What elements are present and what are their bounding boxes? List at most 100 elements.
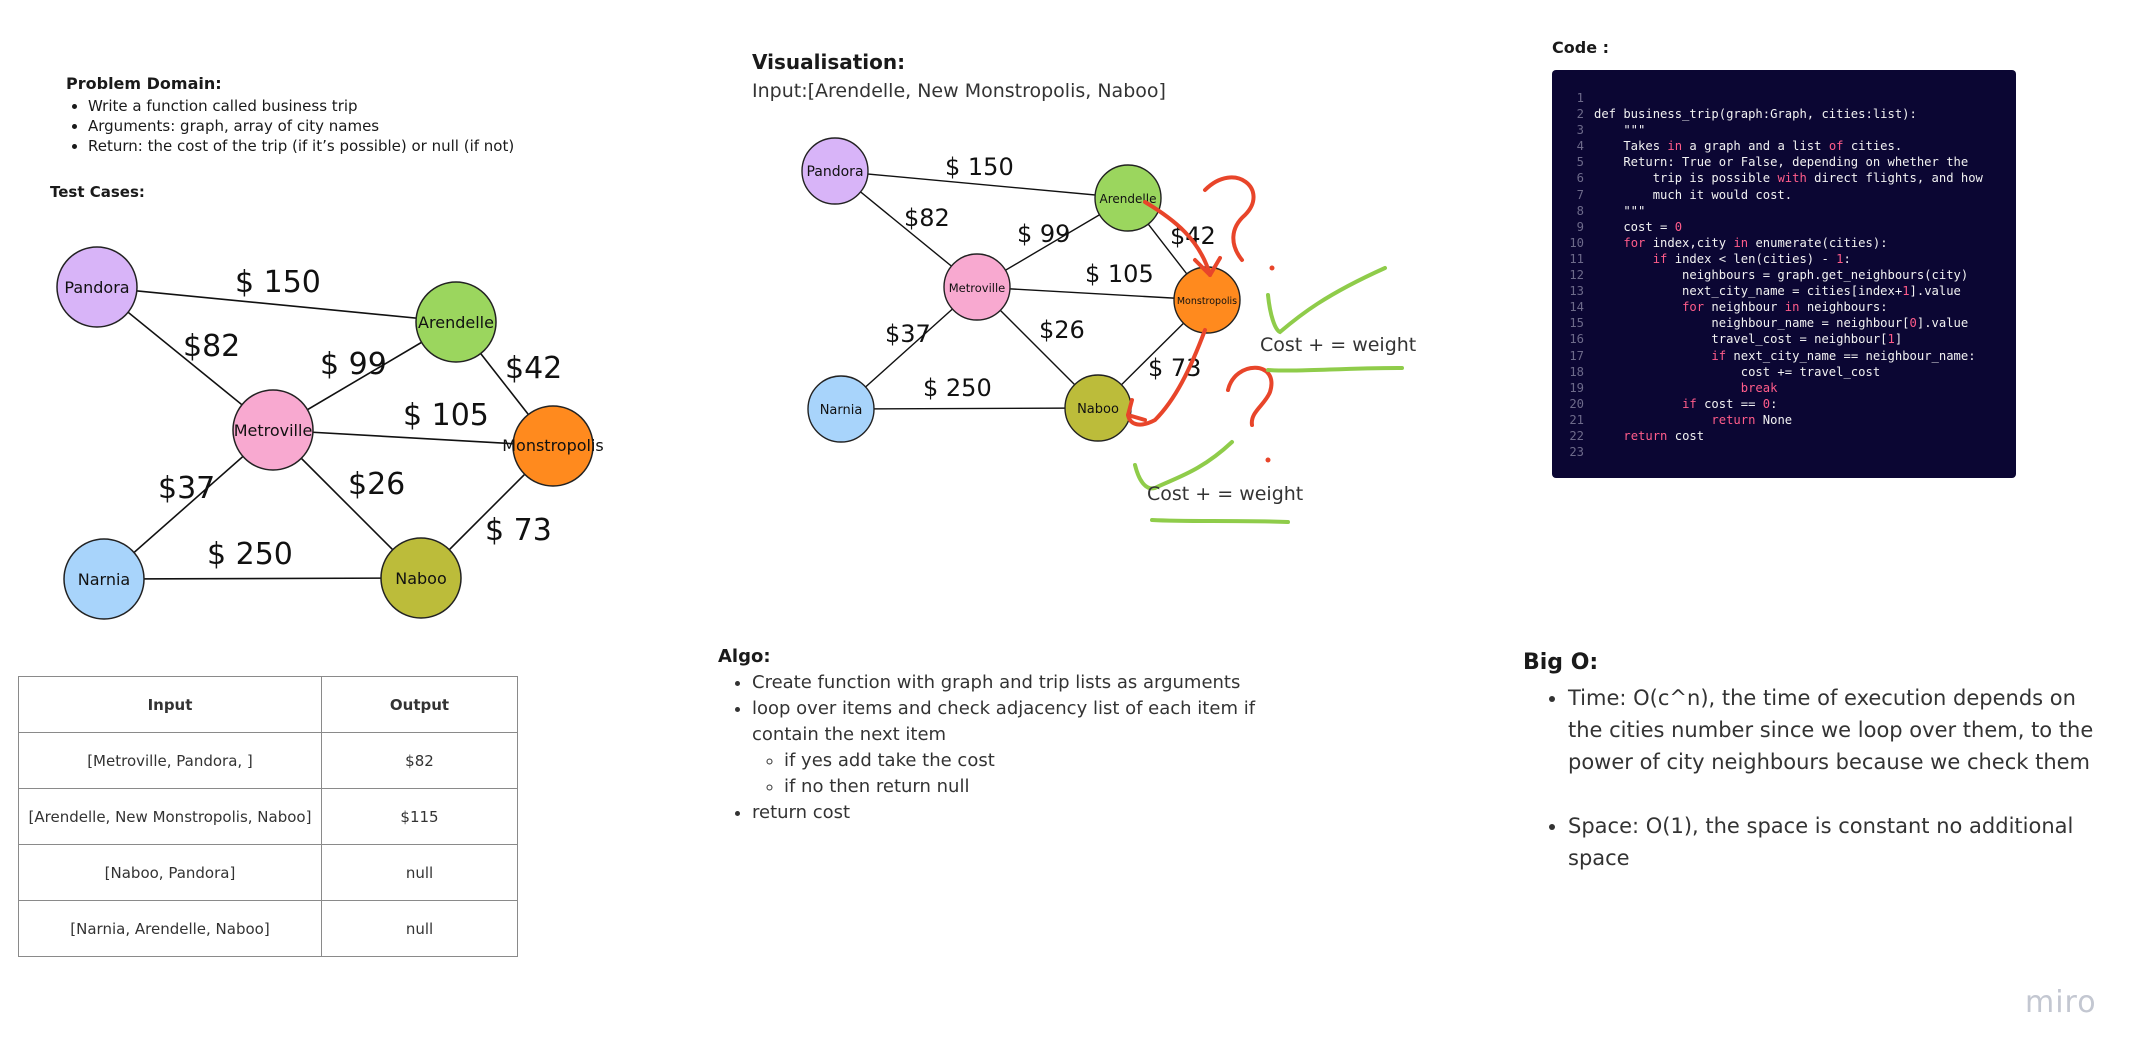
algo-item: Create function with graph and trip list… [752, 670, 1310, 696]
city-label: Monstropolis [1177, 296, 1237, 307]
edge-label: $ 105 [403, 398, 489, 433]
edge-label: $37 [885, 320, 931, 348]
visualisation-input: Input:[Arendelle, New Monstropolis, Nabo… [752, 80, 1166, 102]
edge-label: $26 [1039, 316, 1085, 344]
line-number: 12 [1569, 268, 1584, 283]
table-header-row: Input Output [18, 676, 518, 733]
city-label: Metroville [949, 281, 1005, 295]
test-cases-title: Test Cases: [50, 183, 145, 201]
line-number: 22 [1569, 428, 1584, 443]
code-line: cost += travel_cost [1594, 364, 1881, 379]
problem-domain-item: Write a function called business trip [88, 96, 626, 116]
city-label: Metroville [234, 421, 313, 440]
line-number: 5 [1576, 155, 1584, 170]
big-o-list: Time: O(c^n), the time of execution depe… [1546, 682, 2116, 874]
city-label: Pandora [806, 164, 863, 180]
red-path-arrow [1143, 200, 1212, 277]
table-cell: null [321, 844, 518, 901]
code-line: Return: True or False, depending on whet… [1594, 155, 1969, 170]
red-path-arrow [1126, 328, 1207, 427]
edge-label: $42 [505, 351, 562, 386]
line-number: 18 [1569, 364, 1584, 379]
table-cell: $115 [321, 788, 518, 845]
problem-domain-title: Problem Domain: [66, 74, 222, 93]
city-label: Narnia [78, 570, 130, 589]
line-number: 11 [1569, 251, 1584, 266]
algo-subitem: if yes add take the cost [784, 748, 1310, 774]
city-node-pandora [56, 246, 138, 328]
city-label: Pandora [64, 278, 129, 297]
code-line: def business_trip(graph:Graph, cities:li… [1594, 107, 1917, 122]
city-label: Naboo [395, 569, 447, 588]
code-line: return None [1711, 412, 1793, 427]
algo-item-text: loop over items and check adjacency list… [752, 698, 1256, 745]
line-number: 16 [1569, 332, 1584, 347]
line-number: 8 [1576, 203, 1584, 218]
code-text: 1 2 def business_trip(graph:Graph, cities… [1552, 70, 2016, 460]
city-label: Monstropolis [502, 436, 604, 455]
code-line: trip is possible with direct flights, an… [1594, 171, 1983, 186]
line-number: 6 [1576, 171, 1584, 186]
edge-label: $ 250 [923, 374, 992, 402]
test-case-graph: $ 150 $82 $ 99 $42 $ 105 $37 $26 $ 250 $… [56, 246, 604, 620]
edge-label: $ 73 [485, 513, 552, 548]
line-number: 23 [1569, 445, 1584, 460]
city-node-narnia [63, 538, 145, 620]
code-line: if next_city_name == neighbour_name: [1711, 348, 1976, 363]
code-line: """ [1594, 203, 1646, 218]
line-number: 2 [1576, 107, 1584, 122]
line-number: 4 [1576, 139, 1584, 154]
code-line: neighbour_name = neighbour[0].value [1594, 316, 1969, 331]
edge-label: $37 [158, 471, 215, 506]
red-path-arrowhead [1193, 256, 1222, 277]
red-path-arrowhead [1126, 398, 1147, 422]
big-o-title: Big O: [1523, 650, 1599, 675]
edge-label: $82 [904, 204, 950, 232]
city-label: Narnia [820, 403, 863, 418]
green-check [1266, 266, 1387, 335]
city-node-monstropolis [512, 405, 594, 487]
code-line: if cost == 0: [1682, 396, 1778, 411]
green-underline [1150, 518, 1290, 524]
line-number: 17 [1569, 348, 1584, 363]
code-line: """ [1594, 123, 1646, 138]
city-label: Arendelle [418, 313, 494, 332]
edge-label: $ 99 [1017, 220, 1070, 248]
code-title: Code : [1552, 38, 1610, 57]
code-line: return cost [1623, 428, 1705, 443]
table-cell: [Naboo, Pandora] [18, 844, 322, 901]
algo-item: loop over items and check adjacency list… [752, 696, 1310, 800]
edge-label: $ 99 [320, 347, 387, 382]
edge-label: $82 [183, 329, 240, 364]
city-label: Naboo [1077, 402, 1119, 417]
code-line: for neighbour in neighbours: [1682, 300, 1888, 315]
question-mark [1203, 175, 1256, 262]
problem-domain-item: Return: the cost of the trip (if it’s po… [88, 136, 626, 156]
visualisation-title: Visualisation: [752, 50, 906, 74]
code-block: 1 2 def business_trip(graph:Graph, cities… [1552, 70, 2016, 478]
annotation-text: Cost + = weight [1260, 334, 1416, 356]
code-line: next_city_name = cities[index+1].value [1594, 284, 1961, 299]
annotation-text: Cost + = weight [1147, 483, 1303, 505]
table-row: [Metroville, Pandora, ] $82 [18, 732, 518, 789]
line-number: 19 [1569, 380, 1584, 395]
table-header: Input [18, 676, 322, 733]
visualisation-graph: $ 150 $82 $ 99 $42 $ 105 $37 $26 $ 250 $… [801, 137, 1416, 524]
question-mark [1226, 365, 1274, 427]
table-row: [Arendelle, New Monstropolis, Naboo] $11… [18, 788, 518, 845]
edge-metroville-monstropolis [272, 429, 554, 447]
code-line: for index,city in enumerate(cities): [1623, 235, 1888, 250]
table-cell: [Metroville, Pandora, ] [18, 732, 322, 789]
algo-list: Create function with graph and trip list… [730, 670, 1310, 826]
code-line: travel_cost = neighbour[1] [1594, 332, 1903, 347]
line-number: 9 [1576, 219, 1584, 234]
algo-item: return cost [752, 800, 1310, 826]
city-node-naboo [380, 537, 462, 619]
big-o-item: Time: O(c^n), the time of execution depe… [1568, 682, 2116, 778]
test-cases-table: Input Output [Metroville, Pandora, ] $82… [18, 676, 518, 957]
city-label: Arendelle [1100, 192, 1157, 206]
problem-domain-list: Write a function called business trip Ar… [66, 96, 626, 156]
code-line: neighbours = graph.get_neighbours(city) [1594, 268, 1969, 283]
algo-title: Algo: [718, 646, 771, 667]
edge-label: $ 250 [207, 537, 293, 572]
